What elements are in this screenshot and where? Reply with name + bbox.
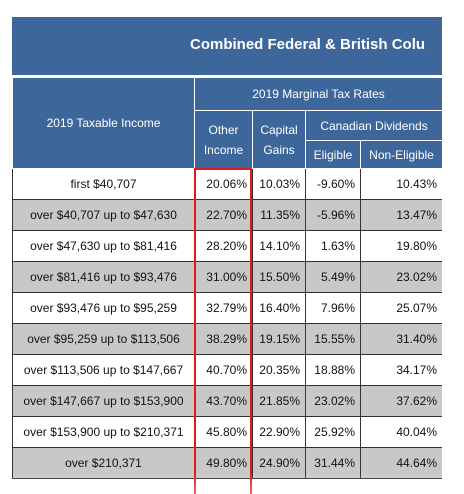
other-income-cell: 45.80% xyxy=(194,416,253,448)
non-eligible-dividends-cell: 13.47% xyxy=(359,199,442,231)
eligible-dividends-cell: 1.63% xyxy=(305,230,361,262)
eligible-dividends-cell: 23.02% xyxy=(305,385,361,417)
capital-gains-cell: 15.50% xyxy=(252,261,306,293)
eligible-dividends-cell: 18.88% xyxy=(305,354,361,386)
table-row: over $95,259 up to $113,506 38.29% 19.15… xyxy=(12,323,442,355)
non-eligible-dividends-cell: 37.62% xyxy=(359,385,442,417)
bracket-cell: over $113,506 up to $147,667 xyxy=(12,354,195,386)
header-other-income-line2: Income xyxy=(203,142,244,157)
capital-gains-cell: 21.85% xyxy=(252,385,306,417)
table-title: Combined Federal & British Colu xyxy=(190,36,426,53)
capital-gains-cell: 16.40% xyxy=(252,292,306,324)
tax-rate-table-panel: Combined Federal & British Colu 2019 Tax… xyxy=(12,17,442,494)
non-eligible-dividends-cell: 44.64% xyxy=(359,447,442,479)
eligible-dividends-cell: 25.92% xyxy=(305,416,361,448)
eligible-dividends-cell: -5.96% xyxy=(305,199,361,231)
non-eligible-dividends-cell: 25.07% xyxy=(359,292,442,324)
other-income-cell: 32.79% xyxy=(194,292,253,324)
table-row: first $40,707 20.06% 10.03% -9.60% 10.43… xyxy=(12,168,442,200)
capital-gains-cell: 11.35% xyxy=(252,199,306,231)
table-row: over $153,900 up to $210,371 45.80% 22.9… xyxy=(12,416,442,448)
non-eligible-dividends-cell: 34.17% xyxy=(359,354,442,386)
title-bar: Combined Federal & British Colu xyxy=(12,17,442,77)
eligible-dividends-cell: 5.49% xyxy=(305,261,361,293)
eligible-dividends-cell: -9.60% xyxy=(305,168,361,200)
bracket-cell: over $153,900 up to $210,371 xyxy=(12,416,195,448)
other-income-cell: 28.20% xyxy=(194,230,253,262)
other-income-cell: 20.06% xyxy=(194,168,253,200)
capital-gains-cell: 24.90% xyxy=(252,447,306,479)
eligible-dividends-cell: 31.44% xyxy=(305,447,361,479)
capital-gains-cell: 10.03% xyxy=(252,168,306,200)
header-other-income-line1: Other xyxy=(208,122,239,137)
header-taxable-income: 2019 Taxable Income xyxy=(12,77,195,169)
bracket-cell: over $40,707 up to $47,630 xyxy=(12,199,195,231)
header-capital-gains: Capital Gains xyxy=(252,110,306,169)
table-row: over $93,476 up to $95,259 32.79% 16.40%… xyxy=(12,292,442,324)
capital-gains-cell: 22.90% xyxy=(252,416,306,448)
header-capital-gains-line1: Capital xyxy=(260,122,298,137)
table-row: over $113,506 up to $147,667 40.70% 20.3… xyxy=(12,354,442,386)
non-eligible-dividends-cell: 23.02% xyxy=(359,261,442,293)
table-row: over $40,707 up to $47,630 22.70% 11.35%… xyxy=(12,199,442,231)
other-income-cell: 40.70% xyxy=(194,354,253,386)
bracket-cell: over $81,416 up to $93,476 xyxy=(12,261,195,293)
capital-gains-cell: 20.35% xyxy=(252,354,306,386)
non-eligible-dividends-cell: 31.40% xyxy=(359,323,442,355)
other-income-cell: 22.70% xyxy=(194,199,253,231)
header-eligible: Eligible xyxy=(305,140,361,169)
other-income-cell: 38.29% xyxy=(194,323,253,355)
capital-gains-cell: 14.10% xyxy=(252,230,306,262)
bracket-cell: over $210,371 xyxy=(12,447,195,479)
bracket-cell: over $47,630 up to $81,416 xyxy=(12,230,195,262)
other-income-cell: 31.00% xyxy=(194,261,253,293)
other-income-cell: 49.80% xyxy=(194,447,253,479)
tax-rates-table: 2019 Taxable Income 2019 Marginal Tax Ra… xyxy=(12,77,442,479)
header-other-income: Other Income xyxy=(194,110,253,169)
table-row: over $210,371 49.80% 24.90% 31.44% 44.64… xyxy=(12,447,442,479)
capital-gains-cell: 19.15% xyxy=(252,323,306,355)
bracket-cell: over $147,667 up to $153,900 xyxy=(12,385,195,417)
header-non-eligible: Non-Eligible xyxy=(359,140,442,169)
table-row: over $81,416 up to $93,476 31.00% 15.50%… xyxy=(12,261,442,293)
table-row: over $147,667 up to $153,900 43.70% 21.8… xyxy=(12,385,442,417)
other-income-cell: 43.70% xyxy=(194,385,253,417)
header-capital-gains-line2: Gains xyxy=(263,142,295,157)
header-marginal-rates: 2019 Marginal Tax Rates xyxy=(193,77,442,111)
bracket-cell: first $40,707 xyxy=(12,168,195,200)
bracket-cell: over $95,259 up to $113,506 xyxy=(12,323,195,355)
non-eligible-dividends-cell: 19.80% xyxy=(359,230,442,262)
eligible-dividends-cell: 15.55% xyxy=(305,323,361,355)
table-row: over $47,630 up to $81,416 28.20% 14.10%… xyxy=(12,230,442,262)
header-canadian-dividends: Canadian Dividends xyxy=(304,110,442,141)
bracket-cell: over $93,476 up to $95,259 xyxy=(12,292,195,324)
non-eligible-dividends-cell: 40.04% xyxy=(359,416,442,448)
eligible-dividends-cell: 7.96% xyxy=(305,292,361,324)
non-eligible-dividends-cell: 10.43% xyxy=(359,168,442,200)
